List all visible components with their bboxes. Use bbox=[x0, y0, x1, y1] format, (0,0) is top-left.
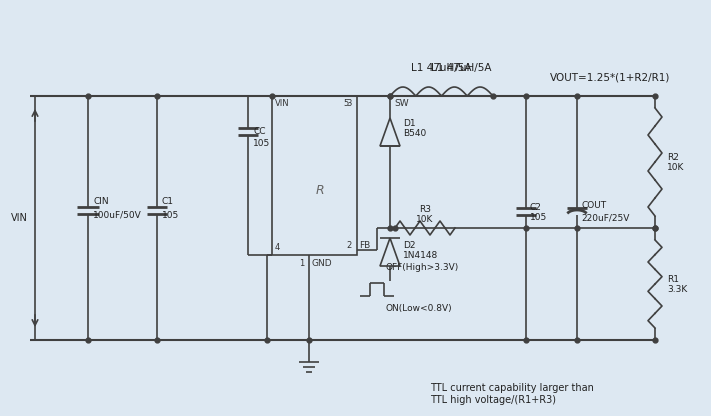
Text: L1 47uH/5A: L1 47uH/5A bbox=[411, 63, 472, 73]
Text: R: R bbox=[315, 183, 324, 196]
Text: R1: R1 bbox=[667, 275, 679, 283]
Text: C1: C1 bbox=[162, 198, 174, 206]
Text: GND: GND bbox=[312, 260, 333, 268]
Text: 220uF/25V: 220uF/25V bbox=[581, 213, 629, 223]
Text: VOUT=1.25*(1+R2/R1): VOUT=1.25*(1+R2/R1) bbox=[550, 73, 670, 83]
Bar bbox=[272, 96, 357, 255]
Text: L1 47uH/5A: L1 47uH/5A bbox=[432, 63, 492, 73]
Text: 10K: 10K bbox=[417, 215, 434, 225]
Text: 2: 2 bbox=[347, 240, 352, 250]
Text: FB: FB bbox=[359, 240, 370, 250]
Text: 1N4148: 1N4148 bbox=[403, 252, 438, 260]
Text: 105: 105 bbox=[530, 213, 547, 223]
Text: 105: 105 bbox=[162, 210, 179, 220]
Text: 5: 5 bbox=[343, 99, 349, 107]
Text: C2: C2 bbox=[530, 203, 542, 213]
Text: D2: D2 bbox=[403, 242, 415, 250]
Text: 1: 1 bbox=[299, 260, 304, 268]
Text: CC: CC bbox=[253, 126, 265, 136]
Text: ON(Low<0.8V): ON(Low<0.8V) bbox=[385, 304, 451, 312]
Text: TTL high voltage/(R1+R3): TTL high voltage/(R1+R3) bbox=[430, 395, 556, 405]
Text: D1: D1 bbox=[403, 119, 416, 127]
Text: COUT: COUT bbox=[581, 201, 606, 210]
Text: 10K: 10K bbox=[667, 163, 685, 173]
Text: 3: 3 bbox=[347, 99, 352, 107]
Text: 3.3K: 3.3K bbox=[667, 285, 688, 295]
Text: 105: 105 bbox=[253, 139, 270, 149]
Text: TTL current capability larger than: TTL current capability larger than bbox=[430, 383, 594, 393]
Text: R2: R2 bbox=[667, 153, 679, 161]
Text: 4: 4 bbox=[275, 243, 280, 253]
Text: CIN: CIN bbox=[93, 198, 109, 206]
Text: B540: B540 bbox=[403, 129, 427, 138]
Text: VIN: VIN bbox=[11, 213, 28, 223]
Text: VIN: VIN bbox=[275, 99, 289, 107]
Text: SW: SW bbox=[394, 99, 409, 107]
Text: R3: R3 bbox=[419, 206, 431, 215]
Text: 100uF/50V: 100uF/50V bbox=[93, 210, 141, 220]
Text: OFF(High>3.3V): OFF(High>3.3V) bbox=[385, 263, 459, 272]
